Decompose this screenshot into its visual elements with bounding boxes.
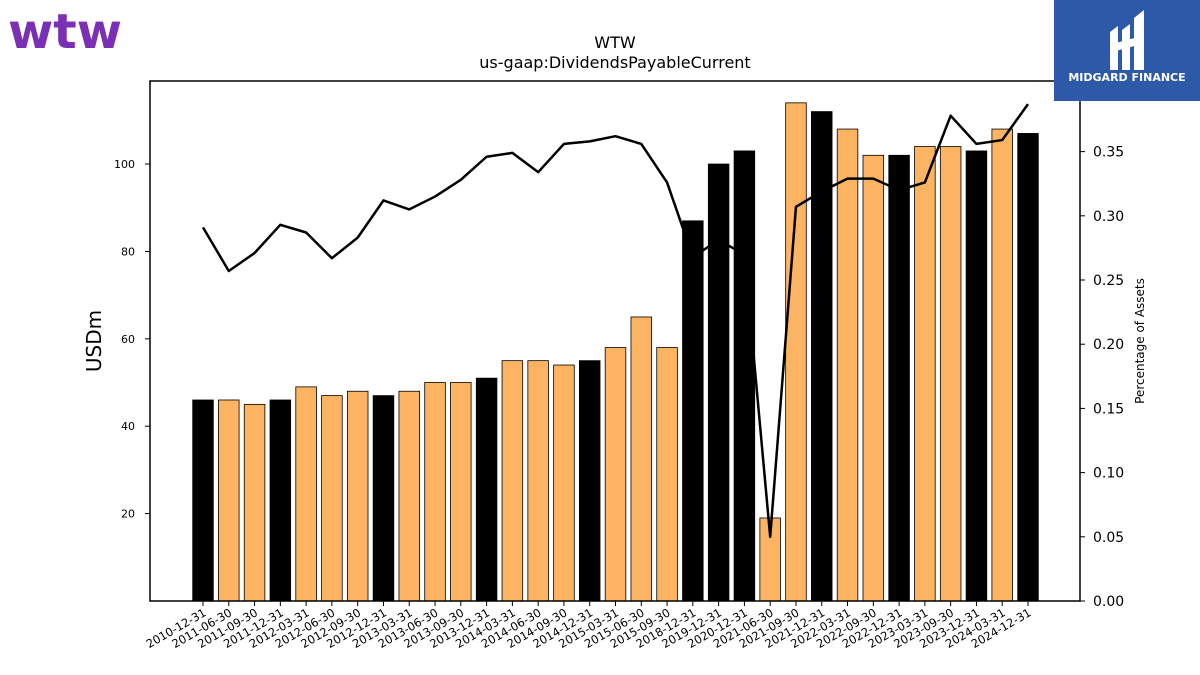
wtw-logo: wtw [8, 6, 122, 58]
bar-2011-09-30 [243, 403, 266, 602]
chart-title: WTW [594, 33, 636, 52]
bar-2011-12-31 [269, 399, 292, 602]
bar-2013-09-30 [450, 382, 472, 602]
bar-2023-12-31 [965, 150, 988, 602]
y2-tick-label: 0.25 [1093, 273, 1124, 289]
bar-2018-12-31 [682, 220, 704, 602]
bar-2023-09-30 [939, 146, 962, 602]
bar-2023-03-31 [914, 146, 936, 602]
bar-2024-12-31 [1017, 133, 1039, 602]
bar-2014-06-30 [527, 360, 549, 602]
midgard-logo-text: MIDGARD FINANCE [1068, 71, 1185, 84]
bar-2014-12-31 [579, 360, 601, 602]
y-tick-label: 60 [121, 333, 135, 346]
y2-tick-label: 0.15 [1093, 401, 1124, 417]
bar-2020-12-31 [733, 150, 756, 602]
y-tick-label: 20 [121, 508, 135, 521]
bar-2013-03-31 [398, 390, 420, 602]
y2-axis-ticks: 0.00 0.05 0.10 0.15 0.20 0.25 0.30 0.35 [1080, 145, 1124, 610]
y2-tick-label: 0.10 [1093, 466, 1124, 482]
bar-2013-06-30 [424, 382, 446, 602]
y2-tick-label: 0.35 [1093, 145, 1124, 161]
bar-2014-09-30 [553, 364, 575, 602]
y-axis-ticks: 20 40 60 80 100 [114, 158, 150, 521]
y-axis-label: USDm [82, 310, 106, 372]
bar-2015-03-31 [604, 347, 627, 602]
percentage-line [201, 103, 1030, 539]
wtw-logo-text: wtw [8, 6, 122, 58]
bar-2015-09-30 [656, 347, 678, 602]
chart-subtitle: us-gaap:DividendsPayableCurrent [479, 53, 750, 72]
y2-axis-label: Percentage of Assets [1133, 278, 1147, 404]
bar-2012-09-30 [346, 390, 369, 602]
midgard-finance-logo: MIDGARD FINANCE [1054, 0, 1200, 101]
y2-tick-label: 0.30 [1093, 209, 1124, 225]
bar-2022-09-30 [862, 154, 885, 602]
bar-2011-06-30 [218, 399, 240, 602]
bar-2013-12-31 [475, 377, 498, 602]
bar-2012-12-31 [372, 395, 395, 602]
bar-2010-12-31 [192, 399, 214, 602]
bar-2024-03-31 [991, 128, 1013, 602]
bar-2014-03-31 [501, 360, 524, 602]
bar-2015-06-30 [630, 316, 652, 602]
y-tick-label: 80 [121, 245, 135, 258]
bar-2012-06-30 [321, 395, 343, 602]
bar-2022-03-31 [836, 128, 859, 602]
y2-tick-label: 0.05 [1093, 530, 1124, 546]
midgard-emblem-icon [1110, 10, 1144, 70]
bar-2021-09-30 [785, 102, 807, 602]
y-tick-label: 100 [114, 158, 135, 171]
bars-group [192, 102, 1039, 602]
y-tick-label: 40 [121, 420, 135, 433]
y2-tick-label: 0.00 [1093, 594, 1124, 610]
bar-2019-12-31 [707, 163, 730, 602]
bar-2022-12-31 [888, 154, 910, 602]
x-axis-ticks: 2010-12-312011-06-302011-09-302011-12-31… [144, 601, 1034, 651]
bar-2012-03-31 [295, 386, 317, 602]
bar-2021-12-31 [811, 111, 833, 602]
y2-tick-label: 0.20 [1093, 337, 1124, 353]
